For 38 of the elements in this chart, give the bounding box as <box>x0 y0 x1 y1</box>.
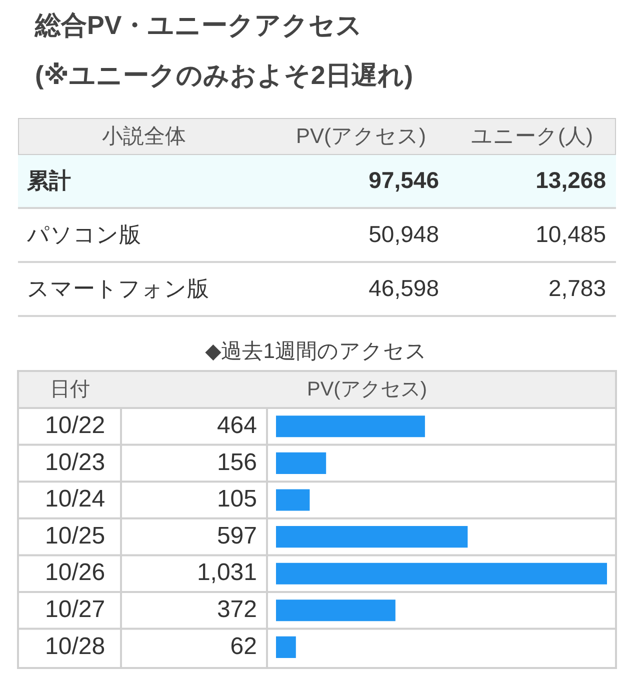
data-label: 372 <box>216 596 257 624</box>
data-label: 105 <box>216 486 257 513</box>
y-tick-label: 10/22 <box>45 412 106 440</box>
bar <box>276 416 425 438</box>
text: 総合PV・ユニークアクセス <box>35 9 363 41</box>
text: 46,598 <box>368 275 439 303</box>
bar <box>276 489 310 511</box>
data-label: 156 <box>216 448 257 476</box>
y-tick-label: 10/26 <box>45 559 106 586</box>
y-tick-label: 10/24 <box>45 486 106 513</box>
bar <box>276 452 326 474</box>
text: 小説全体 <box>102 124 186 150</box>
text: パソコン版 <box>27 222 141 248</box>
text: PV(アクセス) <box>296 124 426 150</box>
y-tick-label: 10/27 <box>45 596 106 624</box>
y-tick-label: 10/23 <box>45 448 106 476</box>
x-axis-title: PV(アクセス) <box>307 378 427 401</box>
y-tick-label: 10/28 <box>45 632 106 660</box>
bar <box>276 562 607 584</box>
data-label: 464 <box>216 412 257 440</box>
bar <box>276 636 296 658</box>
text: 2,783 <box>548 275 606 303</box>
data-label: 62 <box>230 632 257 660</box>
y-axis-title: 日付 <box>50 378 90 401</box>
chart-title: ◆過去1週間のアクセス <box>205 340 427 363</box>
text: ユニーク(人) <box>471 124 593 150</box>
text: 13,268 <box>536 167 606 195</box>
text: (※ユニークのみおよそ2日遅れ) <box>35 59 414 91</box>
text: 97,546 <box>368 167 439 195</box>
text: 累計 <box>27 168 71 194</box>
text: 10,485 <box>536 221 606 249</box>
data-label: 1,031 <box>196 559 257 586</box>
bar <box>276 600 396 622</box>
data-label: 597 <box>216 522 257 550</box>
text: 50,948 <box>368 221 439 249</box>
bar <box>276 526 468 548</box>
text: スマートフォン版 <box>27 276 209 302</box>
y-tick-label: 10/25 <box>45 522 106 550</box>
